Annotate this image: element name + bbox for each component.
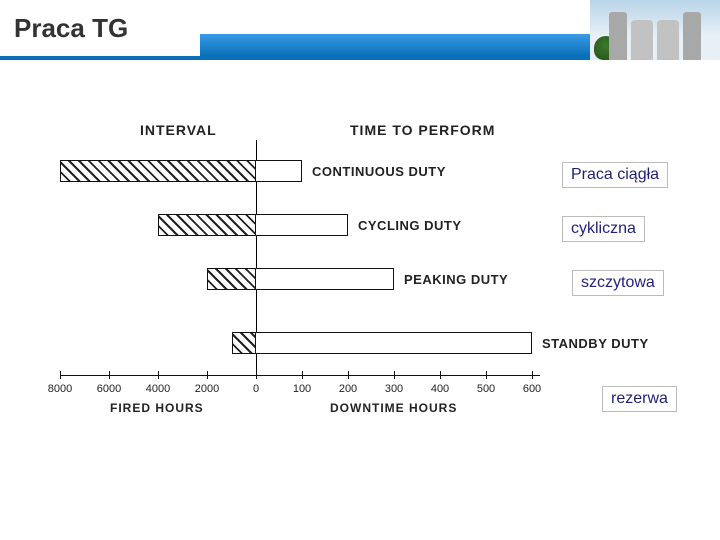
cooling-tower-icon [631, 20, 653, 60]
translation-annotation: cykliczna [562, 216, 645, 242]
axis-tick [394, 371, 395, 379]
axis-tick [348, 371, 349, 379]
slide-header: Praca TG [0, 0, 720, 60]
axis-tick [158, 371, 159, 379]
axis-tick-label: 200 [339, 383, 357, 395]
left-axis-title: FIRED HOURS [110, 401, 204, 415]
header-decor-image [590, 0, 720, 60]
axis-tick [532, 371, 533, 379]
axis-tick [440, 371, 441, 379]
duty-row: PEAKING DUTY [207, 266, 508, 292]
duty-row-label: STANDBY DUTY [542, 336, 649, 351]
downtime-bar [256, 332, 532, 354]
axis-line [60, 375, 540, 376]
duty-row-label: PEAKING DUTY [404, 272, 508, 287]
perform-header: TIME TO PERFORM [350, 122, 495, 138]
axis-tick [256, 371, 257, 379]
axis-tick-label: 300 [385, 383, 403, 395]
axis-tick [207, 371, 208, 379]
downtime-bar [256, 160, 302, 182]
interval-bar [207, 268, 256, 290]
right-axis-title: DOWNTIME HOURS [330, 401, 457, 415]
axis-tick-label: 6000 [97, 383, 121, 395]
axis-tick-label: 0 [253, 383, 259, 395]
axis-tick-label: 4000 [146, 383, 170, 395]
interval-bar [60, 160, 256, 182]
translation-annotation: rezerwa [602, 386, 677, 412]
axis-tick [486, 371, 487, 379]
interval-bar [232, 332, 257, 354]
axis-tick-label: 2000 [195, 383, 219, 395]
downtime-bar [256, 268, 394, 290]
axis-tick-label: 500 [477, 383, 495, 395]
axis-tick-label: 100 [293, 383, 311, 395]
translation-annotation: Praca ciągła [562, 162, 668, 188]
translation-annotation: szczytowa [572, 270, 664, 296]
interval-header: INTERVAL [140, 122, 217, 138]
axis-tick-label: 8000 [48, 383, 72, 395]
cooling-tower-icon [657, 20, 679, 60]
duty-chart: INTERVAL TIME TO PERFORM CONTINUOUS DUTY… [60, 140, 640, 420]
axis-tick-label: 400 [431, 383, 449, 395]
slide-title: Praca TG [14, 13, 128, 44]
downtime-bar [256, 214, 348, 236]
axis-tick-label: 600 [523, 383, 541, 395]
duty-row-label: CYCLING DUTY [358, 218, 462, 233]
duty-row: CONTINUOUS DUTY [60, 158, 446, 184]
axis-tick [109, 371, 110, 379]
x-axis: 80006000400020000100200300400500600 FIRE… [60, 375, 640, 425]
axis-tick [302, 371, 303, 379]
cooling-tower-icon [683, 12, 701, 60]
axis-tick [60, 371, 61, 379]
duty-row: STANDBY DUTY [232, 330, 649, 356]
duty-row-label: CONTINUOUS DUTY [312, 164, 446, 179]
duty-row: CYCLING DUTY [158, 212, 462, 238]
cooling-tower-icon [609, 12, 627, 60]
interval-bar [158, 214, 256, 236]
